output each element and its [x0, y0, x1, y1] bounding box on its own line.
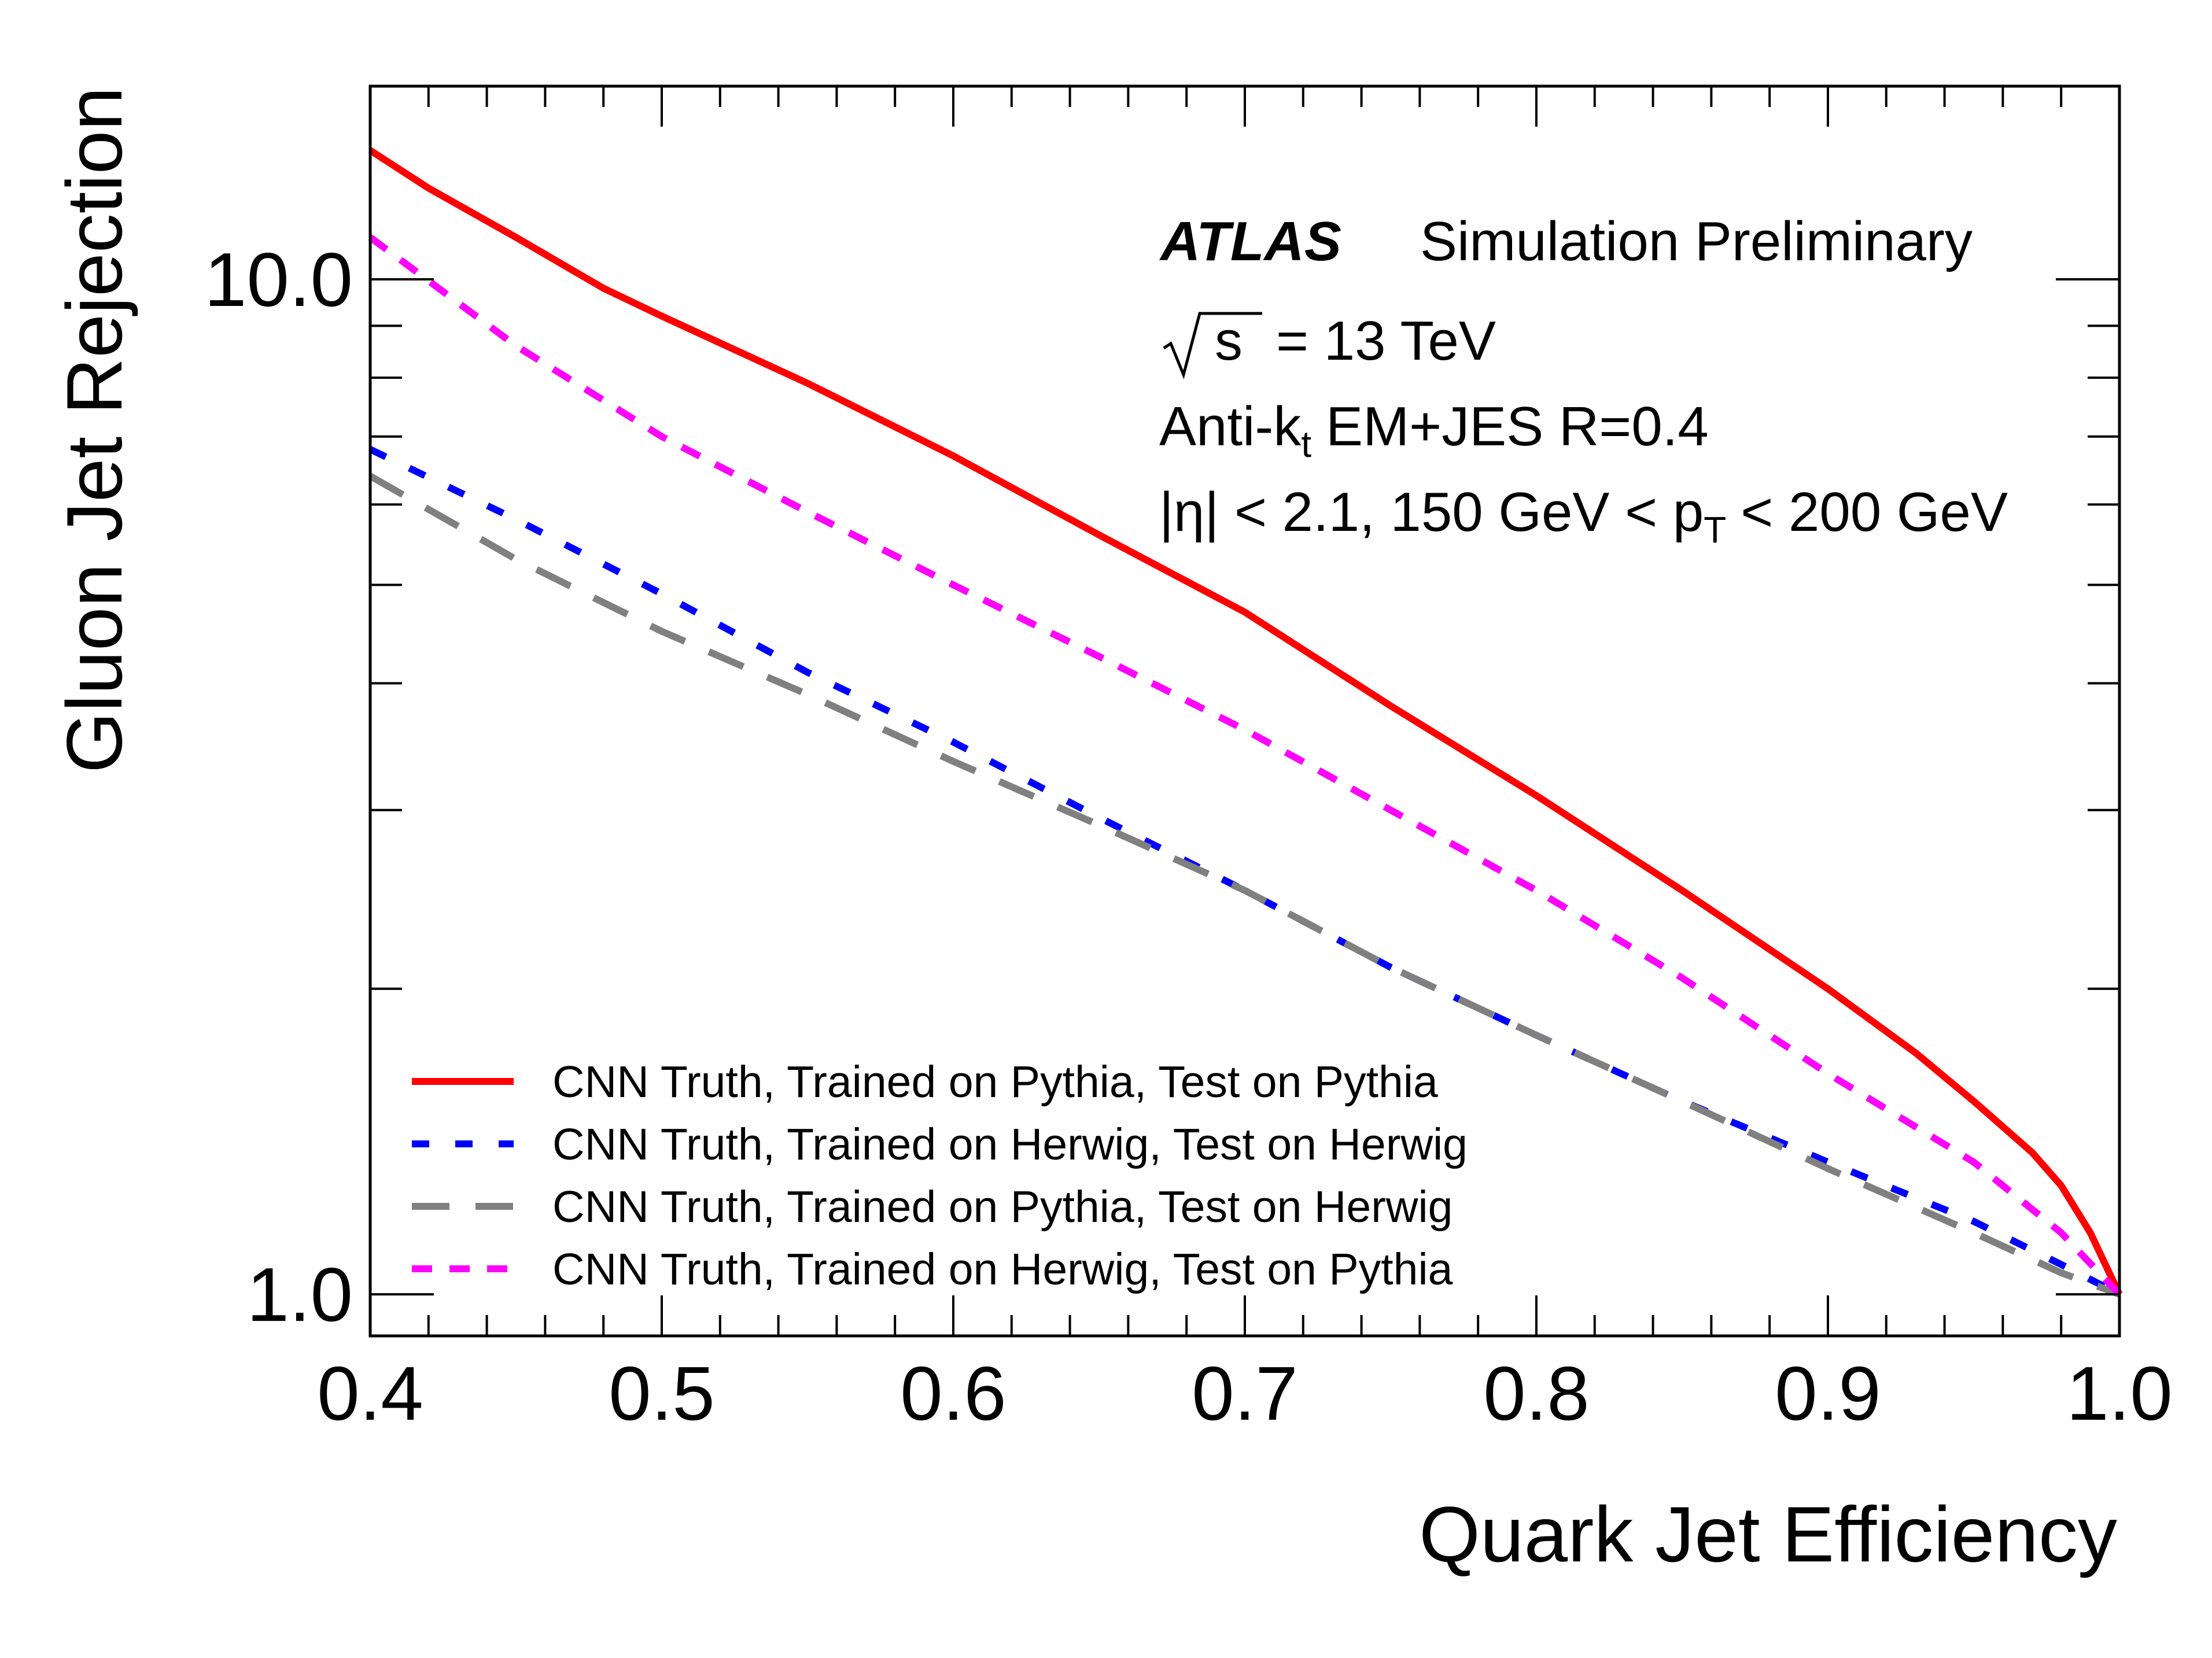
x-tick-label: 0.5	[609, 1351, 715, 1436]
x-tick-label: 0.4	[317, 1351, 423, 1436]
x-tick-label: 0.6	[900, 1351, 1007, 1436]
series-line-4	[368, 234, 2122, 1297]
energy-value: = 13 TeV	[1276, 310, 1496, 372]
y-tick-label: 10.0	[204, 237, 353, 322]
legend-label-4: CNN Truth, Trained on Herwig, Test on Py…	[552, 1245, 1453, 1294]
x-tick-label: 0.7	[1192, 1351, 1298, 1436]
series-line-3	[368, 472, 2121, 1298]
legend-label-3: CNN Truth, Trained on Pythia, Test on He…	[552, 1182, 1452, 1232]
legend-label-1: CNN Truth, Trained on Pythia, Test on Py…	[552, 1057, 1438, 1107]
x-axis-title: Quark Jet Efficiency	[1419, 1490, 2117, 1578]
atlas-status: Simulation Preliminary	[1420, 211, 1973, 272]
x-tick-label: 0.8	[1483, 1351, 1590, 1436]
sqrt-symbol	[1163, 312, 1262, 379]
atlas-label: ATLAS	[1159, 211, 1341, 272]
atlas-annotation: ATLAS Simulation Preliminary s = 13 TeV …	[1159, 211, 2008, 551]
legend: CNN Truth, Trained on Pythia, Test on Py…	[412, 1057, 1468, 1294]
y-axis-title: Gluon Jet Rejection	[50, 87, 138, 773]
x-tick-label: 1.0	[2066, 1351, 2173, 1436]
jet-definition: Anti-kt EM+JES R=0.4	[1159, 396, 1709, 465]
tick-label-layer: 0.4 0.5 0.6 0.7 0.8 0.9 1.0 1.0 10.0	[204, 237, 2173, 1436]
energy-s: s	[1215, 310, 1243, 372]
y-tick-label: 1.0	[247, 1252, 353, 1337]
plot-frame	[368, 84, 2121, 1338]
tick-layer	[369, 86, 2121, 1336]
series-layer	[368, 147, 2123, 1298]
kinematic-cuts: |η| < 2.1, 150 GeV < pT < 200 GeV	[1159, 481, 2008, 551]
legend-label-2: CNN Truth, Trained on Herwig, Test on He…	[552, 1120, 1468, 1169]
x-tick-label: 0.9	[1775, 1351, 1881, 1436]
series-line-2	[368, 446, 2121, 1298]
series-line-1	[368, 147, 2123, 1296]
